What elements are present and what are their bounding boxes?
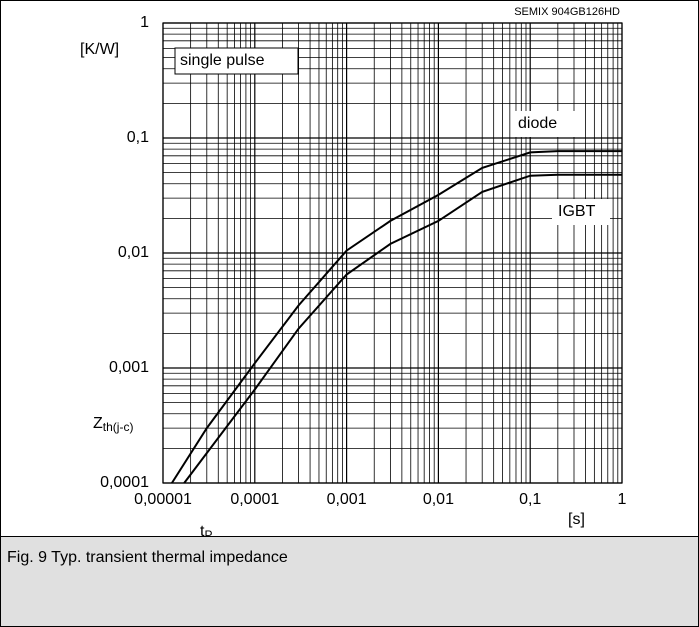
caption-box: Fig. 9 Typ. transient thermal impedance	[0, 536, 699, 627]
y-tick-label: 0,01	[118, 244, 149, 261]
series-line	[171, 150, 622, 484]
x-label-sub: P	[204, 528, 212, 536]
frame	[0, 0, 699, 537]
annotation: single pulse	[180, 52, 265, 69]
annotation-box	[174, 47, 299, 75]
y-unit: [K/W]	[80, 41, 119, 58]
x-tick-label: 0,1	[519, 491, 541, 508]
y-tick-label: 1	[140, 14, 149, 31]
y-tick-label: 0,0001	[100, 474, 149, 491]
chart-title: SEMIX 904GB126HD	[514, 6, 620, 18]
legend-label: IGBT	[558, 203, 596, 220]
x-tick-label: 0,0001	[230, 491, 279, 508]
legend-box	[512, 111, 582, 137]
caption: Fig. 9 Typ. transient thermal impedance	[7, 549, 288, 566]
x-tick-label: 0,00001	[134, 491, 192, 508]
marks	[171, 150, 622, 484]
y-tick-label: 0,001	[109, 359, 149, 376]
x-label-main: t	[200, 523, 205, 536]
y-label-sub: th(j-c)	[103, 420, 134, 434]
chart: SEMIX 904GB126HD [K/W] Zth(j-c) tP [s] s…	[0, 0, 699, 542]
x-label: tP	[200, 523, 212, 536]
x-tick-label: 0,001	[327, 491, 367, 508]
y-label-main: Z	[93, 415, 103, 432]
y-label: Zth(j-c)	[93, 415, 133, 434]
series-line	[183, 173, 622, 484]
legend-box	[552, 199, 610, 225]
x-unit: [s]	[568, 511, 585, 528]
plot-border	[162, 22, 623, 484]
grid	[162, 22, 623, 484]
x-tick-label: 1	[618, 491, 627, 508]
legend-label: diode	[518, 115, 557, 132]
y-tick-label: 0,1	[127, 129, 149, 146]
x-tick-label: 0,01	[423, 491, 454, 508]
